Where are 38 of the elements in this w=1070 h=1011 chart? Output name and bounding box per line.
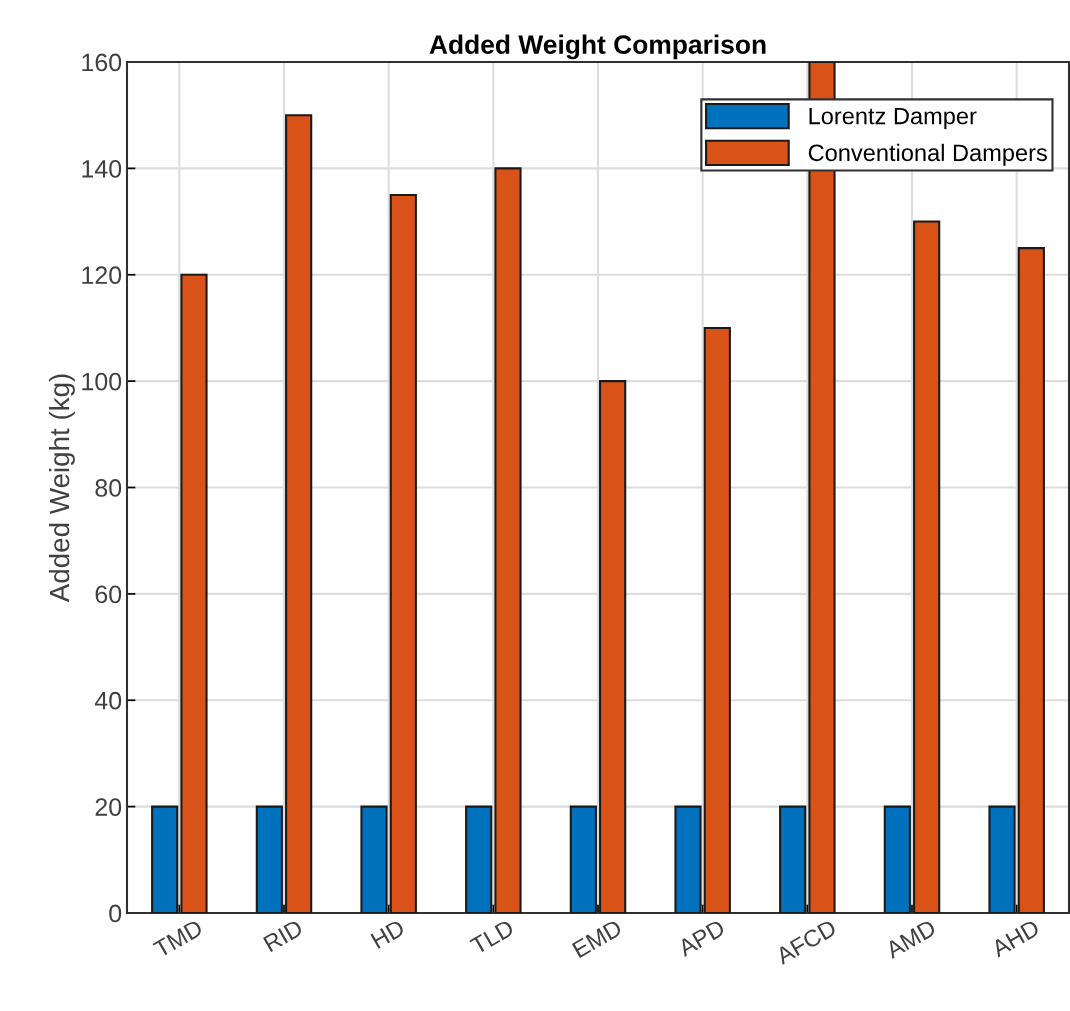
y-tick-label: 40 bbox=[94, 691, 122, 710]
bar bbox=[285, 114, 313, 913]
bar bbox=[255, 805, 283, 913]
bar bbox=[988, 805, 1016, 913]
bar bbox=[151, 805, 179, 913]
bar bbox=[703, 326, 731, 913]
legend-label: Conventional Dampers bbox=[808, 143, 1047, 166]
y-tick-label: 160 bbox=[82, 53, 122, 72]
x-tick-label: EMD bbox=[571, 919, 623, 958]
chart-title: Added Weight Comparison bbox=[429, 34, 766, 60]
y-axis-title: Added Weight (kg) bbox=[48, 374, 75, 603]
bar bbox=[599, 380, 627, 913]
y-tick-label: 0 bbox=[109, 904, 122, 923]
x-tick-label: TLD bbox=[469, 919, 515, 955]
x-tick-label: HD bbox=[370, 919, 406, 949]
y-tick-label: 60 bbox=[95, 585, 122, 604]
x-tick-label: APD bbox=[676, 919, 726, 957]
bar bbox=[389, 193, 417, 913]
x-tick-label: AHD bbox=[990, 919, 1041, 958]
bar bbox=[883, 805, 911, 913]
y-tick-label: 120 bbox=[82, 266, 122, 285]
y-tick-label: 20 bbox=[95, 798, 122, 816]
bar bbox=[360, 805, 388, 913]
y-tick-label: 140 bbox=[82, 159, 122, 178]
y-tick-label: 80 bbox=[95, 479, 122, 497]
legend-label: Lorentz Damper bbox=[809, 107, 977, 130]
x-tick-label: AMD bbox=[884, 919, 937, 959]
bar bbox=[913, 220, 941, 913]
y-tick-label: 100 bbox=[82, 372, 122, 391]
x-tick-label: RID bbox=[263, 919, 304, 953]
bar bbox=[674, 805, 702, 913]
bar bbox=[569, 805, 597, 913]
bar bbox=[1017, 247, 1045, 913]
bar bbox=[779, 805, 807, 913]
bar bbox=[465, 805, 493, 913]
bar bbox=[180, 273, 208, 913]
x-tick-label: TMD bbox=[152, 919, 204, 958]
bar bbox=[494, 167, 522, 913]
